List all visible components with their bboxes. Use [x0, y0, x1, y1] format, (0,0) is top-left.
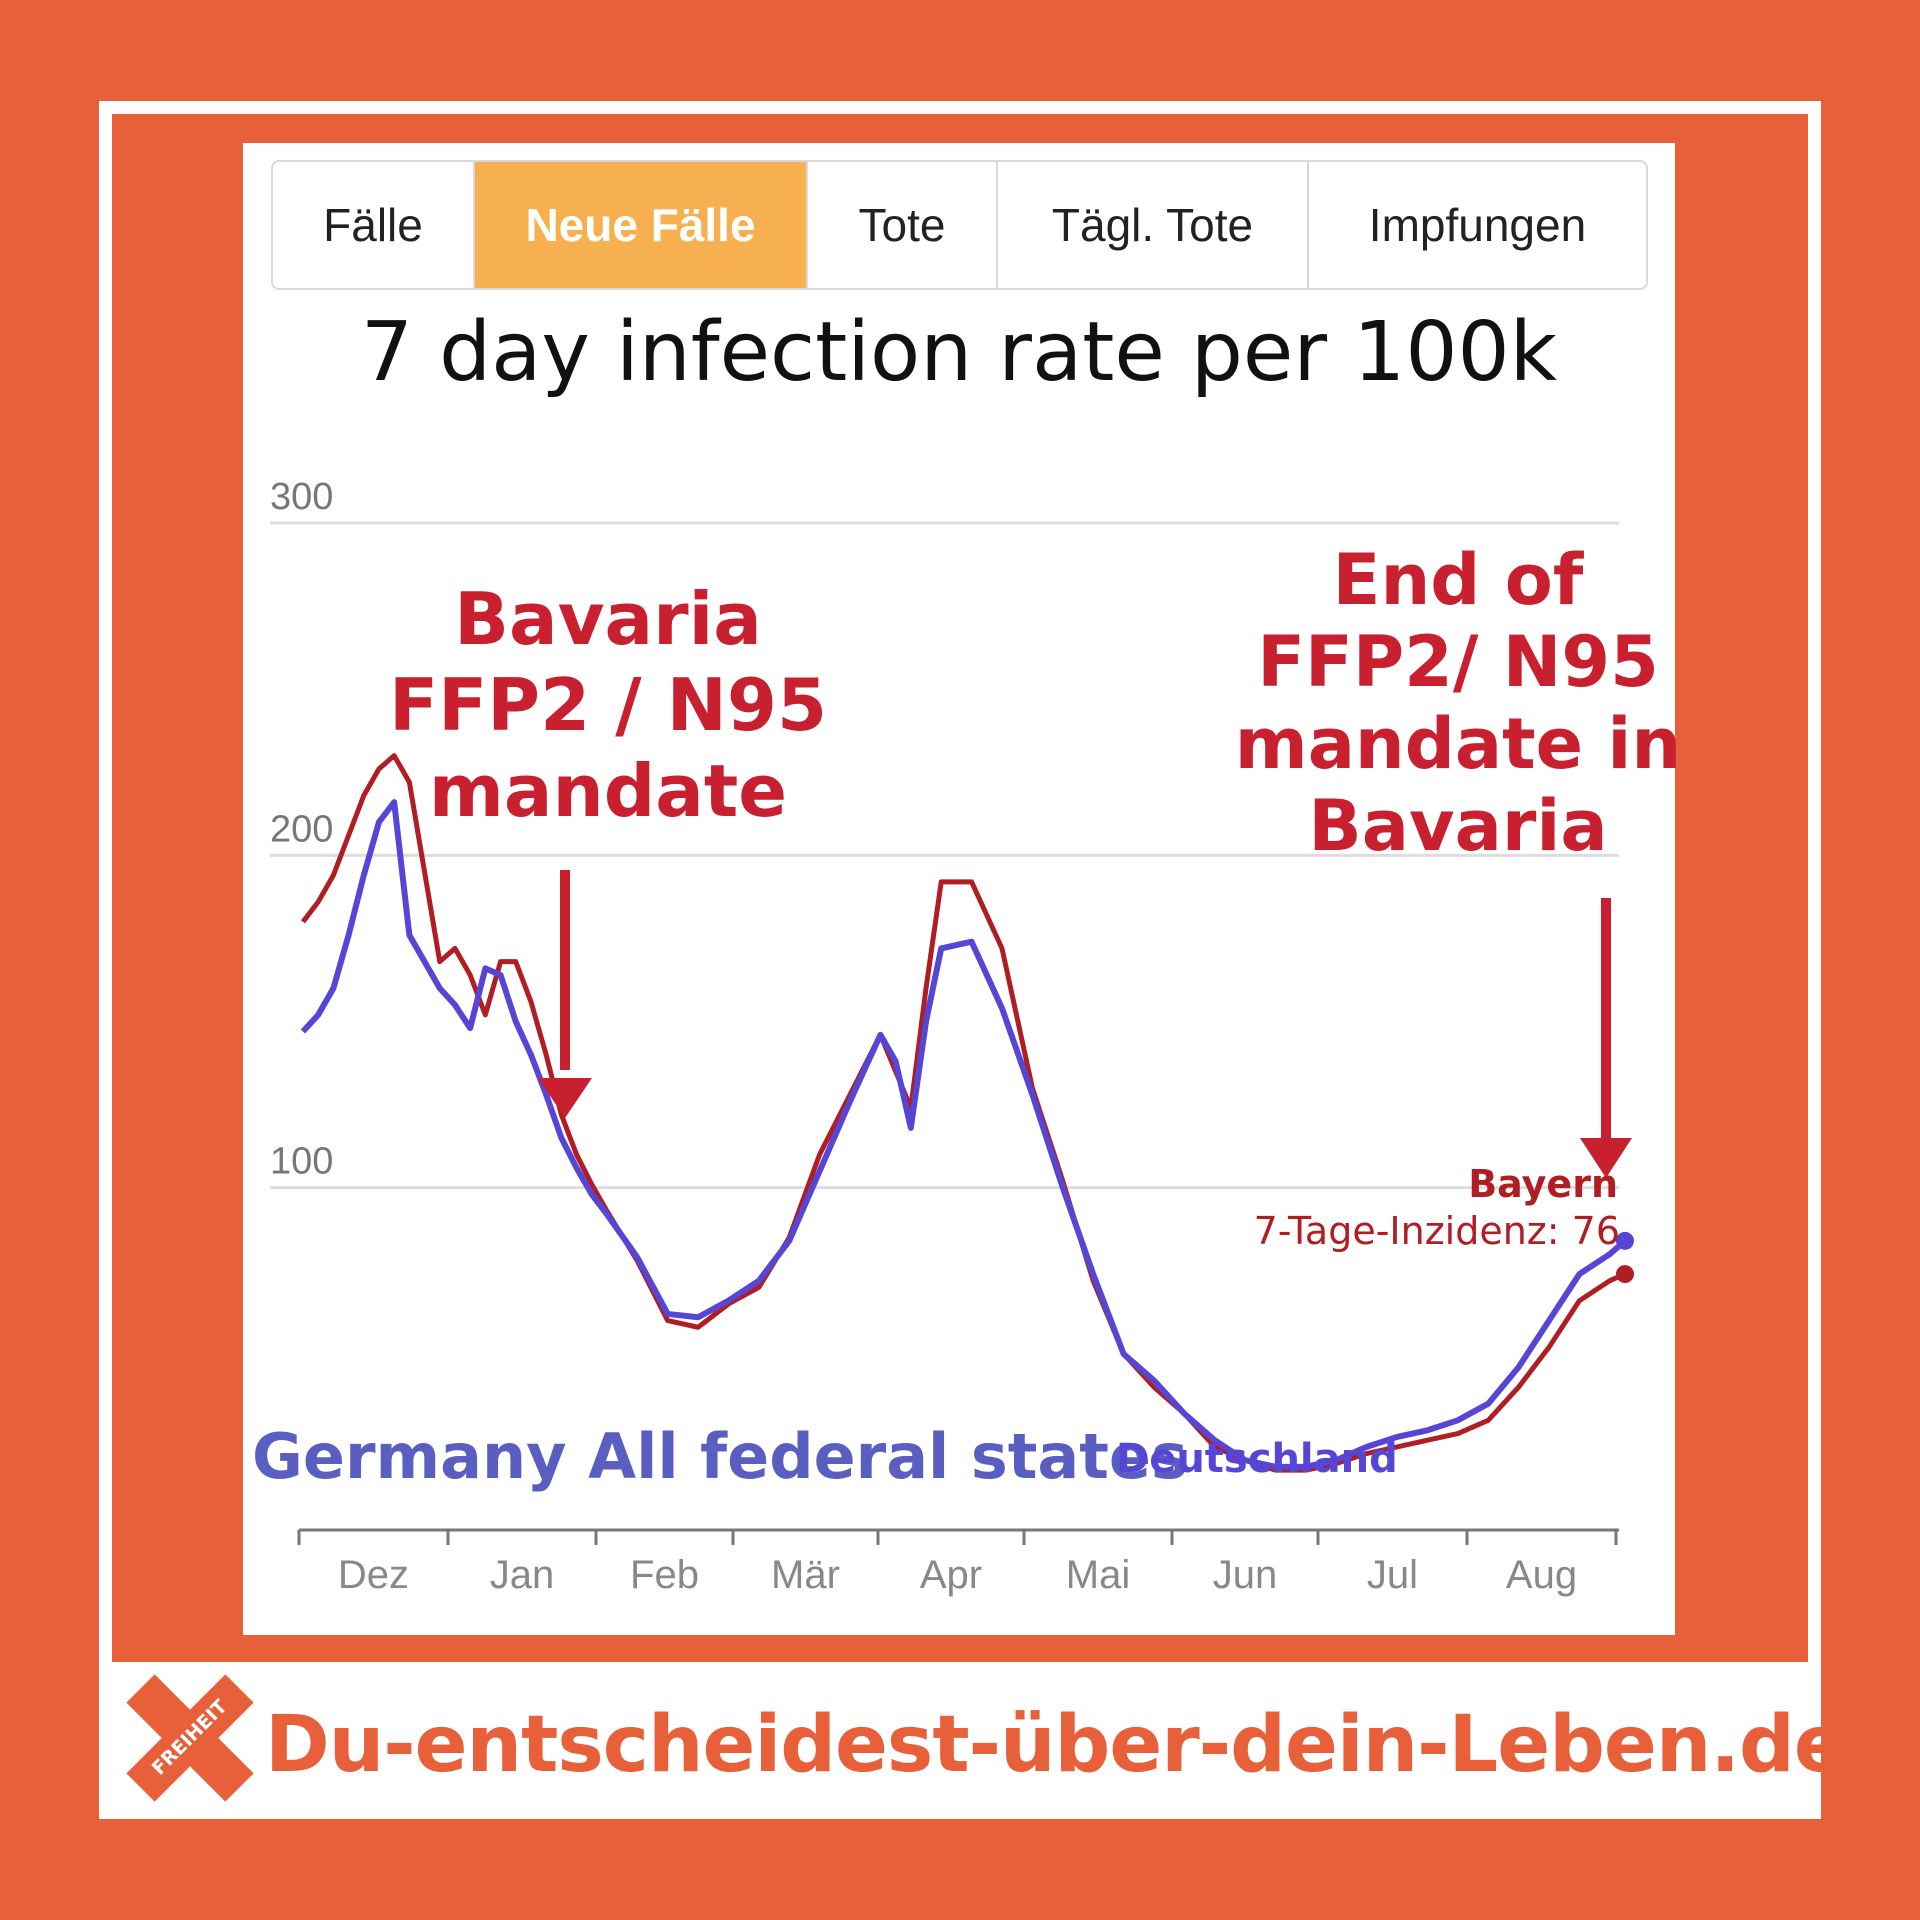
y-tick-label-300: 300 — [270, 476, 333, 518]
chart-card — [243, 143, 1675, 1635]
left-arrow-icon — [538, 870, 592, 1118]
annotation-right-line-2: FFP2/ N95 — [1257, 621, 1659, 703]
chart-title: 7 day infection rate per 100k — [360, 305, 1558, 400]
series-line-deutschland — [300, 799, 1627, 1470]
annotation-right-line-1: End of — [1333, 539, 1585, 621]
x-axis: Dez Jan Feb Mär Apr Mai Jun Jul Aug — [297, 1528, 1619, 1597]
annotation-left-line-1: Bavaria — [454, 577, 762, 661]
annotation-left-line-2: FFP2 / N95 — [389, 663, 827, 747]
x-tick-label-Feb: Feb — [630, 1553, 699, 1597]
y-tick-label-100: 100 — [270, 1141, 333, 1183]
series-endpoint-deutschland — [1616, 1231, 1634, 1250]
footer-bar — [112, 1662, 1808, 1806]
x-tick-label-Aug: Aug — [1506, 1553, 1577, 1597]
y-tick-labels: 100 200 300 — [270, 476, 333, 1183]
x-tick-label-Mai: Mai — [1066, 1553, 1130, 1597]
tab-bar: Fälle Neue Fälle Tote Tägl. Tote Impfung… — [271, 160, 1648, 290]
x-tick-label-Jan: Jan — [490, 1553, 555, 1597]
x-tick-label-Jul: Jul — [1367, 1553, 1418, 1597]
bayern-value-label: 7-Tage-Inzidenz: 76 — [1254, 1209, 1620, 1253]
germany-label: Germany All federal states — [252, 1420, 1188, 1493]
right-arrow-icon — [1580, 898, 1632, 1178]
footer-site[interactable]: Du-entscheidest-über-dein-Leben.de — [265, 1700, 1847, 1790]
annotation-right-line-3: mandate in — [1235, 703, 1682, 785]
bayern-label: Bayern — [1468, 1162, 1618, 1206]
x-tick-label-Jun: Jun — [1213, 1553, 1278, 1597]
grid-lines — [270, 521, 1619, 1190]
x-tick-label-Mär: Mär — [771, 1553, 840, 1597]
tab-neue-faelle[interactable]: Neue Fälle — [475, 162, 808, 288]
tab-faelle[interactable]: Fälle — [273, 162, 475, 288]
x-cross-icon: FREIHEIT — [126, 1674, 254, 1802]
x-tick-label-Apr: Apr — [920, 1553, 982, 1597]
tab-tote[interactable]: Tote — [808, 162, 998, 288]
series-endpoint-bayern — [1616, 1265, 1634, 1284]
deutschland-label: Deutschland — [1116, 1436, 1398, 1482]
annotation-left-line-3: mandate — [429, 749, 787, 833]
tab-taegl-tote[interactable]: Tägl. Tote — [998, 162, 1309, 288]
tab-impfungen[interactable]: Impfungen — [1368, 199, 1587, 251]
series-lines — [300, 753, 1634, 1473]
x-tick-label-Dez: Dez — [338, 1553, 409, 1597]
y-tick-label-200: 200 — [270, 808, 333, 850]
annotation-right-line-4: Bavaria — [1308, 785, 1607, 867]
